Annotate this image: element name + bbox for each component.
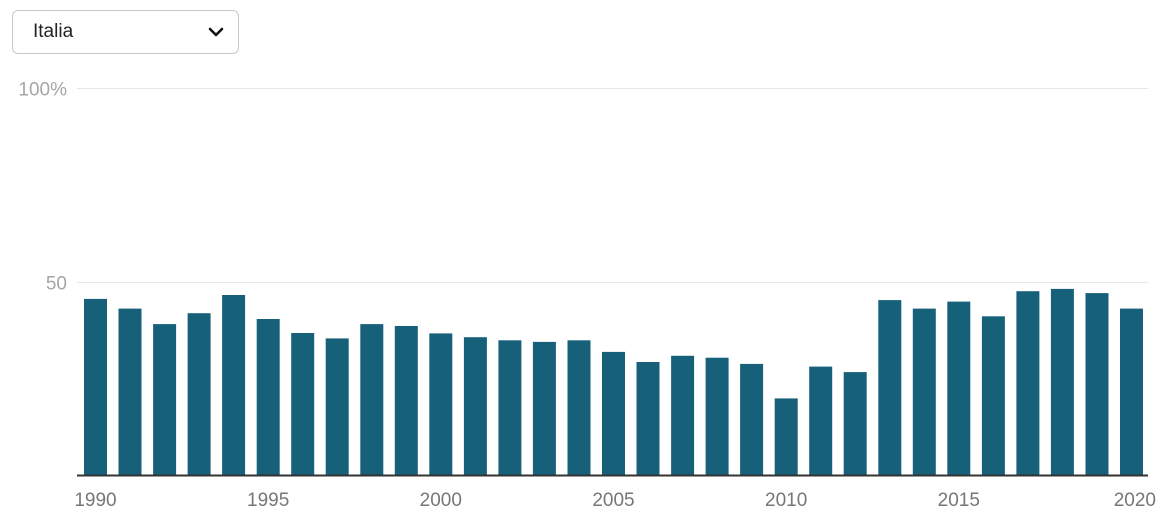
bar-2005 — [602, 351, 625, 475]
x-tick-label: 2020 — [1114, 490, 1156, 509]
gridlines — [77, 88, 1148, 283]
bar-1994 — [222, 295, 246, 475]
tick-labels: 100% 50 1990 1995 2000 2005 2010 2015 2020 — [18, 80, 1156, 509]
bar-2004 — [567, 340, 591, 475]
bar-1990 — [84, 298, 107, 475]
bar-1992 — [153, 324, 177, 475]
country-select-value: Italia — [33, 21, 74, 42]
x-tick-label: 2010 — [765, 490, 807, 509]
bar-2001 — [463, 337, 487, 475]
chevron-down-icon — [208, 27, 224, 37]
x-tick-label: 2000 — [420, 490, 462, 509]
bar-2011 — [809, 366, 833, 475]
bar-1997 — [325, 338, 349, 475]
bar-2019 — [1085, 293, 1109, 475]
bar-1995 — [256, 319, 280, 475]
bar-2020 — [1120, 308, 1143, 475]
bar-2007 — [671, 355, 695, 475]
bar-1993 — [187, 313, 211, 475]
bar-2010 — [774, 398, 798, 475]
x-tick-label: 2015 — [938, 490, 980, 509]
bar-2012 — [843, 372, 867, 475]
x-tick-label: 1995 — [247, 490, 289, 509]
bar-2008 — [705, 357, 729, 475]
bar-1999 — [394, 326, 418, 475]
y-tick-label: 50 — [46, 274, 67, 295]
y-tick-label: 100% — [18, 80, 67, 101]
bar-2013 — [878, 300, 902, 475]
bar-2018 — [1050, 288, 1074, 475]
bar-2006 — [636, 362, 660, 475]
bar-2003 — [532, 341, 556, 475]
bar-2009 — [740, 363, 764, 475]
bar-2002 — [498, 340, 522, 475]
bar-2015 — [947, 301, 971, 475]
x-tick-label: 2005 — [592, 490, 634, 509]
country-select[interactable]: Italia — [12, 10, 239, 54]
bar-1991 — [118, 308, 142, 475]
x-tick-label: 1990 — [74, 490, 116, 509]
bar-1998 — [360, 324, 384, 475]
bar-2000 — [429, 333, 453, 475]
bar-series — [84, 288, 1143, 475]
bar-1996 — [291, 333, 315, 475]
bar-2014 — [912, 308, 936, 475]
bar-2017 — [1016, 291, 1040, 475]
bar-2016 — [981, 316, 1005, 475]
